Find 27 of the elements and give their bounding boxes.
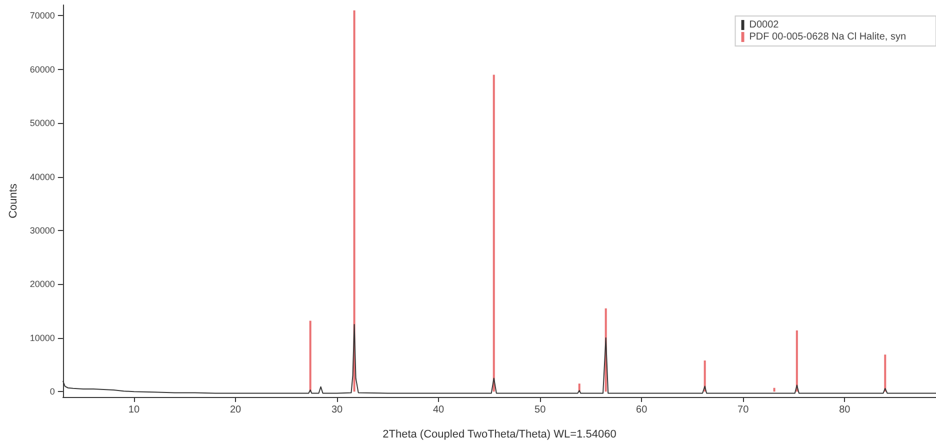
y-tick-label: 30000 [30, 226, 55, 236]
x-tick-label: 30 [331, 404, 344, 416]
x-axis-title: 2Theta (Coupled TwoTheta/Theta) WL=1.54060 [382, 428, 616, 440]
x-tick-label: 60 [636, 404, 648, 416]
bar [773, 388, 776, 392]
y-tick-label: 0 [50, 386, 55, 397]
y-tick-label: 20000 [30, 279, 55, 290]
bar [309, 320, 312, 392]
x-tick-label: 50 [534, 404, 546, 416]
y-tick-label: 40000 [30, 172, 55, 182]
y-axis-title: Counts [8, 183, 20, 218]
y-tick-label: 50000 [30, 118, 55, 128]
bar [492, 74, 495, 392]
x-tick-label: 20 [230, 404, 242, 416]
bar [796, 330, 798, 392]
y-tick-label: 60000 [30, 64, 55, 74]
legend-label: D0002 [749, 20, 780, 30]
y-tick-label: 10000 [30, 332, 55, 343]
bar [353, 10, 356, 392]
y-tick-label: 70000 [30, 10, 55, 21]
bar [704, 360, 706, 392]
bar [884, 354, 886, 392]
x-tick-label: 10 [128, 404, 140, 416]
x-tick-label: 70 [738, 404, 750, 416]
legend-label: PDF 00-005-0628 Na Cl Halite, syn [749, 32, 906, 42]
x-tick-label: 40 [432, 404, 445, 416]
x-tick-label: 80 [839, 404, 851, 416]
